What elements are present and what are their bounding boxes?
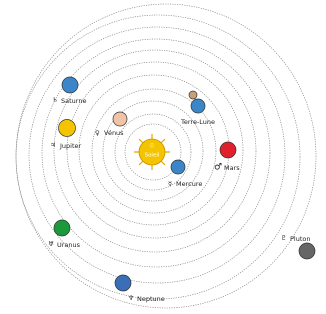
pluto — [299, 243, 315, 259]
venus — [113, 112, 127, 126]
label: Mars — [224, 164, 240, 172]
label: Jupiter — [59, 142, 82, 150]
symbol: ♆ — [128, 294, 134, 302]
symbol: ☿ — [168, 180, 172, 188]
solar-system-diagram: Soleil ☉ ☿ Mercure ♀ Vénus Terre-Lune ♂ … — [0, 0, 326, 314]
symbol: ♄ — [52, 96, 58, 104]
mercury — [171, 160, 185, 174]
symbol: ♀ — [95, 129, 100, 137]
label: Neptune — [137, 295, 165, 303]
uranus — [54, 220, 70, 236]
label: Soleil — [145, 153, 160, 159]
label: Vénus — [104, 129, 124, 137]
earth — [191, 99, 205, 113]
symbol: ♇ — [281, 234, 287, 242]
moon — [189, 91, 197, 99]
label: Terre-Lune — [180, 118, 215, 126]
neptune — [115, 275, 131, 291]
label: Pluton — [290, 235, 311, 243]
label: Uranus — [57, 241, 81, 249]
symbol: ☉ — [149, 143, 154, 150]
symbol: ♅ — [48, 240, 54, 248]
orbit — [16, 4, 316, 308]
mars — [220, 142, 236, 158]
symbol: ♃ — [50, 141, 56, 149]
label: Mercure — [176, 180, 202, 188]
label: Saturne — [61, 97, 86, 105]
saturn — [62, 77, 78, 93]
orbits — [16, 4, 316, 308]
symbol: ♂ — [214, 163, 222, 173]
jupiter — [59, 120, 76, 137]
